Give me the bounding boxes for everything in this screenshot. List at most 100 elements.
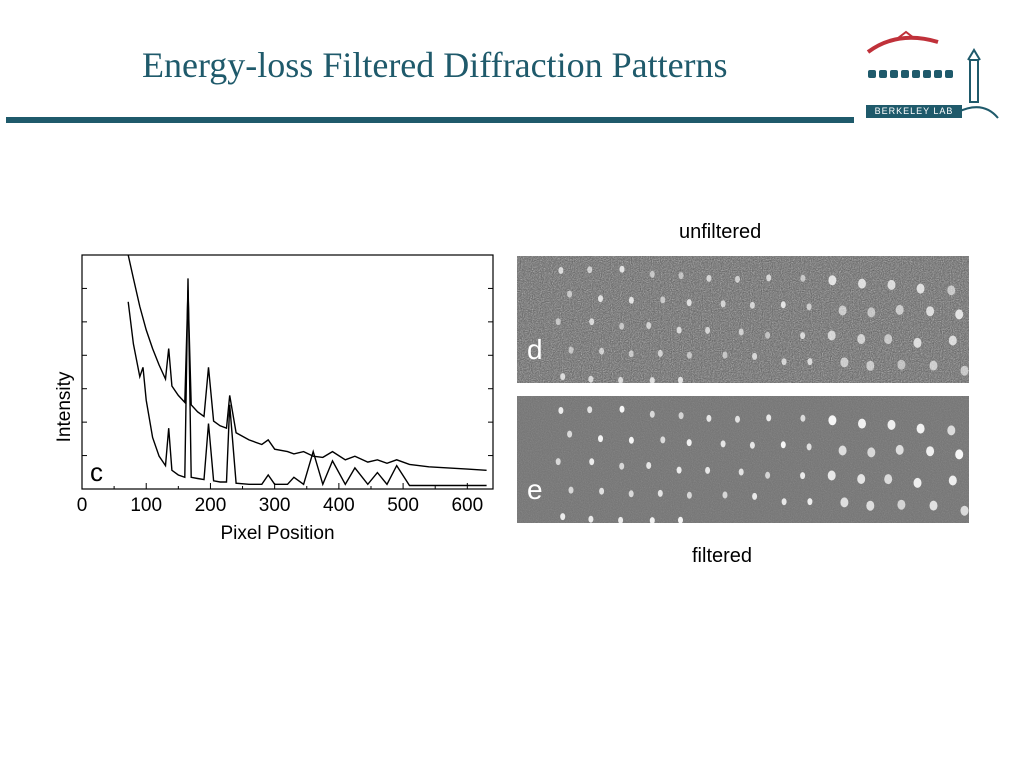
diffraction-spot	[838, 305, 847, 316]
diffraction-spot	[955, 309, 964, 320]
diffraction-spot	[884, 474, 893, 485]
diffraction-spot	[806, 303, 812, 311]
diffraction-spot	[752, 352, 758, 360]
diffraction-spot	[567, 290, 573, 298]
diffraction-spot	[560, 373, 566, 381]
diffraction-spot	[738, 468, 744, 476]
diffraction-spot	[706, 274, 712, 282]
diffraction-spot	[840, 497, 849, 508]
x-tick-label: 100	[130, 495, 162, 516]
diffraction-spot	[678, 272, 684, 280]
x-tick-label: 300	[259, 495, 291, 516]
diffraction-spot	[766, 274, 772, 282]
diffraction-spot	[555, 318, 561, 326]
diffraction-spot	[618, 376, 624, 383]
series-line-2	[127, 278, 487, 487]
diffraction-spot	[947, 425, 956, 436]
diffraction-spot	[884, 334, 893, 345]
diffraction-spot	[955, 449, 964, 460]
x-tick-label: 200	[195, 495, 227, 516]
diffraction-spot	[686, 491, 692, 499]
diffraction-panel-filtered: e	[517, 396, 969, 523]
diffraction-spot	[567, 430, 573, 438]
diffraction-spot	[858, 278, 866, 289]
diffraction-spot	[827, 330, 836, 341]
diffraction-spot	[555, 458, 561, 466]
diffraction-spot	[628, 350, 634, 358]
diffraction-spot	[867, 447, 876, 458]
diffraction-spot	[780, 441, 786, 449]
diffraction-spot	[598, 435, 603, 443]
intensity-plot: 0 100 200 300 400 500 600 Pixel Position Intensi…	[54, 254, 494, 544]
diffraction-spot	[781, 358, 787, 366]
diffraction-spot	[897, 499, 906, 510]
diffraction-spot	[619, 462, 625, 470]
diffraction-spot	[926, 306, 935, 317]
diffraction-spot	[628, 436, 634, 444]
diffraction-spot	[560, 513, 566, 521]
diffraction-spot	[686, 351, 692, 359]
diffraction-spot	[916, 283, 925, 294]
diffraction-spot	[929, 360, 938, 371]
diffraction-spot	[807, 358, 813, 366]
diffraction-spot	[929, 500, 938, 511]
diffraction-spot	[735, 415, 740, 423]
diffraction-spot	[867, 307, 876, 318]
diffraction-spot	[887, 279, 896, 290]
diffraction-spot	[628, 296, 634, 304]
title-rule	[6, 117, 854, 123]
diffraction-spot	[857, 334, 866, 344]
diffraction-spot	[678, 376, 683, 383]
logo-text: BERKELEY LAB	[866, 105, 962, 118]
diffraction-spot	[840, 357, 849, 368]
diffraction-spot	[705, 326, 711, 334]
diffraction-spot	[947, 285, 956, 296]
x-tick-label: 600	[451, 495, 483, 516]
diffraction-spot	[895, 304, 904, 315]
diffraction-spot	[649, 270, 655, 278]
panel-label-c: c	[90, 457, 103, 487]
diffraction-spot	[807, 498, 813, 506]
x-tick-label: 500	[387, 495, 419, 516]
diffraction-spot	[649, 377, 655, 383]
diffraction-spot	[960, 505, 969, 516]
diffraction-spot	[589, 318, 595, 326]
diffraction-spot	[913, 337, 922, 348]
diffraction-spot	[828, 275, 837, 286]
diffraction-spot	[706, 414, 712, 422]
diffraction-spot	[897, 359, 906, 370]
diffraction-spot	[588, 375, 594, 383]
diffraction-spot	[800, 414, 806, 422]
panel-caption-unfiltered: unfiltered	[679, 221, 762, 243]
diffraction-spot	[749, 301, 755, 309]
diffraction-spot	[568, 346, 574, 354]
diffraction-spot	[720, 300, 726, 308]
diffraction-spot	[738, 328, 744, 336]
diffraction-spot	[781, 498, 787, 506]
diffraction-spot	[598, 295, 603, 303]
diffraction-spot	[676, 326, 682, 334]
diffraction-spot	[916, 423, 925, 434]
diffraction-spot	[558, 267, 564, 274]
diffraction-spot	[800, 332, 806, 340]
diffraction-spot	[587, 406, 593, 414]
plot-frame	[81, 254, 494, 490]
diffraction-spot	[926, 446, 935, 457]
diffraction-spot	[887, 419, 896, 430]
x-tick-label: 400	[323, 495, 355, 516]
panel-label-d: d	[527, 334, 543, 365]
diffraction-spot	[720, 440, 726, 448]
x-axis-label: Pixel Position	[220, 523, 334, 544]
diffraction-spot	[657, 489, 663, 497]
y-axis-label: Intensity	[54, 371, 75, 442]
diffraction-spot	[686, 299, 692, 307]
diffraction-spot	[705, 466, 711, 474]
diffraction-spot	[618, 516, 624, 523]
diffraction-spot	[619, 405, 625, 413]
series-line-1	[127, 254, 487, 471]
diffraction-spot	[948, 475, 957, 486]
diffraction-spot	[866, 500, 875, 511]
diffraction-spot	[766, 414, 772, 422]
diffraction-spot	[913, 477, 922, 488]
diffraction-spot	[749, 441, 755, 449]
